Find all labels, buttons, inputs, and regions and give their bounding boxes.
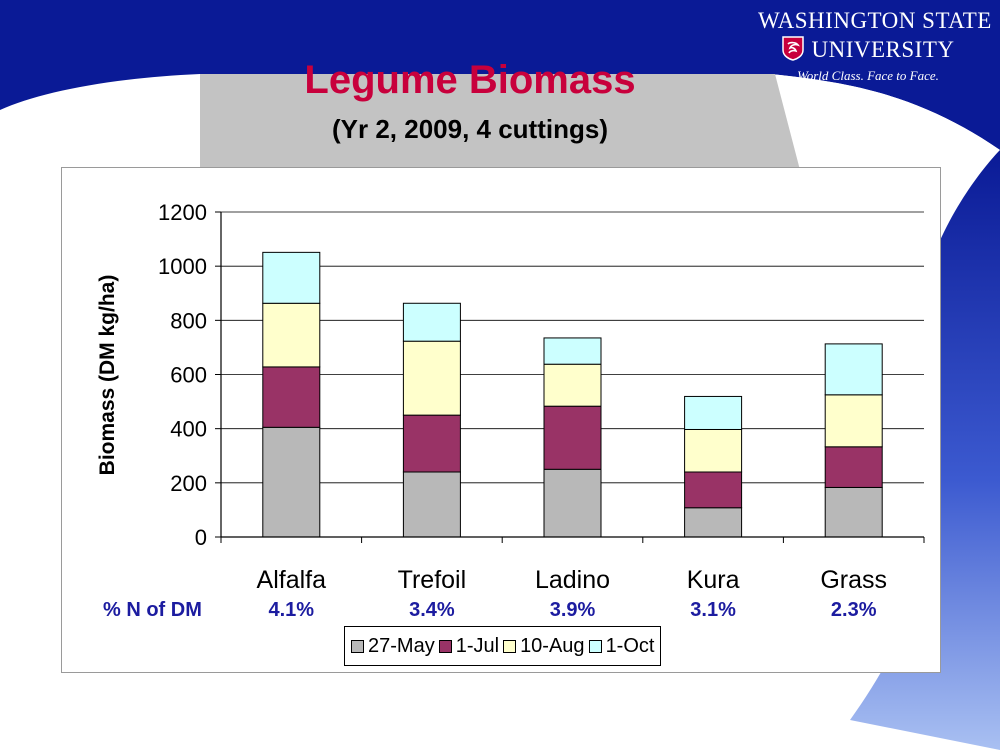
legend-item: 1-Jul [438,634,500,658]
brand-line1: WASHINGTON STATE [758,8,992,33]
slide-subtitle: (Yr 2, 2009, 4 cuttings) [332,114,608,144]
legend-item: 10-Aug [503,635,585,658]
title-panel [200,74,775,170]
y-axis-label: Biomass (DM kg/ha) [96,274,119,476]
crest-icon [781,36,804,61]
bar-kura-10-aug [684,428,743,473]
bar-ladino-10-aug [543,363,602,407]
bar-alfalfa-10-aug [262,302,321,368]
bar-alfalfa-27-may [262,426,321,538]
right-swoosh [850,150,1000,750]
bar-trefoil-1-jul [402,414,461,473]
bar-kura-1-oct [684,395,743,430]
bar-ladino-27-may [543,468,602,538]
x-tick-label: Ladino [535,566,610,594]
slide-title: Legume Biomass [304,58,636,102]
legend-item: 27-May [351,635,435,658]
bar-trefoil-10-aug [402,340,461,416]
y-tick-label: 1000 [158,254,207,279]
legend-label: 10-Aug [520,634,585,657]
bar-grass-27-may [824,486,883,538]
legend-swatch [438,639,452,653]
x-tick-label: Kura [687,566,740,594]
university-logo: WASHINGTON STATE UNIVERSITY World Class.… [758,8,992,84]
bar-grass-1-jul [824,446,883,488]
legend-label: 1-Oct [605,634,655,657]
x-tick-label: Alfalfa [257,566,327,594]
top-banner [0,0,1000,150]
axes: 0 200 400 600 800 1000 1200 Alfalfa Trefoil Ladin… [158,200,925,594]
bar-ladino-1-oct [543,337,602,365]
bar-alfalfa-1-oct [262,251,321,304]
bar-grass-10-aug [824,394,883,448]
y-tick-label: 800 [170,308,207,333]
y-tick-label: 400 [170,417,207,442]
chart-legend: 27-May 1-Jul 10-Aug 1-Oct [344,626,662,666]
y-tick-label: 1200 [158,200,207,225]
right-swoosh-light [770,74,1000,210]
n-percent-alfalfa: 4.1% [268,599,315,621]
legend-label: 27-May [368,634,435,657]
n-row-label: % N of DM [103,599,202,621]
x-tick-label: Grass [820,566,887,594]
brand-tagline: World Class. Face to Face. [797,68,939,83]
y-tick-label: 200 [170,471,207,496]
bar-ladino-1-jul [543,405,602,470]
n-percent-grass: 2.3% [830,599,877,621]
x-tick-label: Trefoil [398,566,467,594]
legend-item: 1-Oct [588,634,655,658]
bar-alfalfa-1-jul [262,366,321,428]
y-tick-label: 600 [170,363,207,388]
n-percent-trefoil: 3.4% [409,599,455,621]
bar-trefoil-27-may [402,471,461,538]
legend-swatch [588,639,602,653]
bar-kura-27-may [684,507,743,538]
brand-line2: UNIVERSITY [811,37,955,62]
legend-label: 1-Jul [455,634,500,657]
y-tick-label: 0 [195,525,207,550]
n-percent-kura: 3.1% [690,599,736,621]
legend-swatch [351,639,364,653]
bars [262,251,883,538]
bar-grass-1-oct [824,343,883,396]
bar-trefoil-1-oct [402,302,461,342]
n-percent-ladino: 3.9% [549,599,596,621]
title-panel-slant [745,74,800,170]
legend-swatch [503,639,517,653]
bar-kura-1-jul [684,471,743,509]
chart-area [61,167,941,673]
